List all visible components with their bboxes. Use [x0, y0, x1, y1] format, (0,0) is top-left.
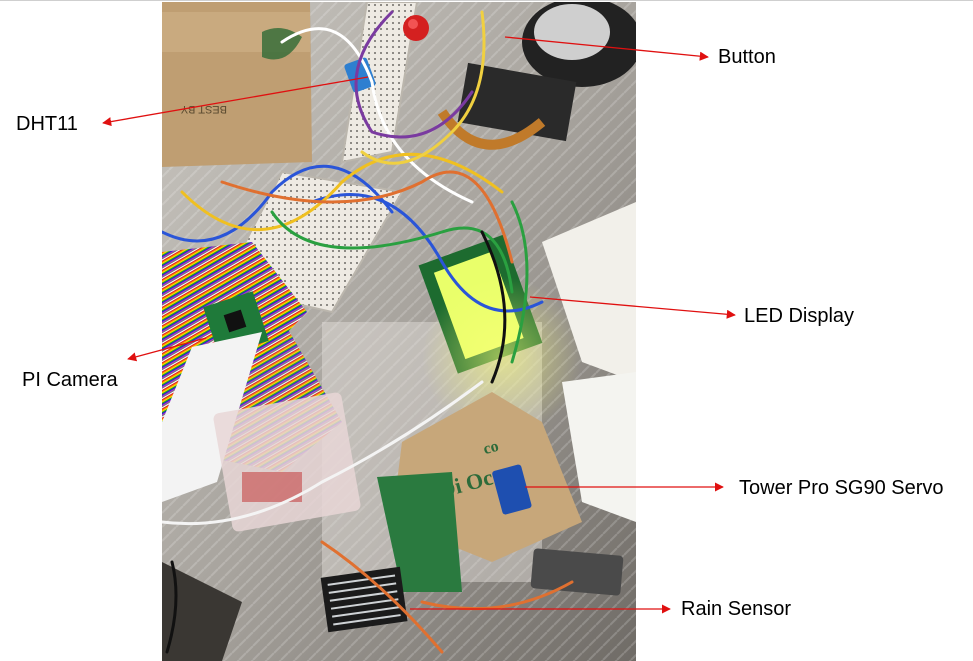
- hardware-photo-drawing: BEST BY: [162, 2, 636, 661]
- led-display-arrow: [529, 296, 736, 319]
- svg-text:co: co: [482, 438, 501, 458]
- button-arrow: [504, 36, 709, 61]
- button-label: Button: [718, 46, 776, 68]
- pi-camera-label: PI Camera: [22, 369, 118, 391]
- pi-camera-arrow: [127, 337, 207, 362]
- dht11-label: DHT11: [16, 113, 78, 135]
- hardware-photo: BEST BY: [162, 2, 636, 661]
- top-border: [0, 0, 973, 1]
- dht11-arrow: [102, 76, 369, 127]
- servo-label: Tower Pro SG90 Servo: [739, 477, 944, 499]
- rain-sensor-label: Rain Sensor: [681, 598, 792, 620]
- svg-text:BEST BY: BEST BY: [180, 103, 227, 115]
- led-display-label: LED Display: [744, 305, 855, 327]
